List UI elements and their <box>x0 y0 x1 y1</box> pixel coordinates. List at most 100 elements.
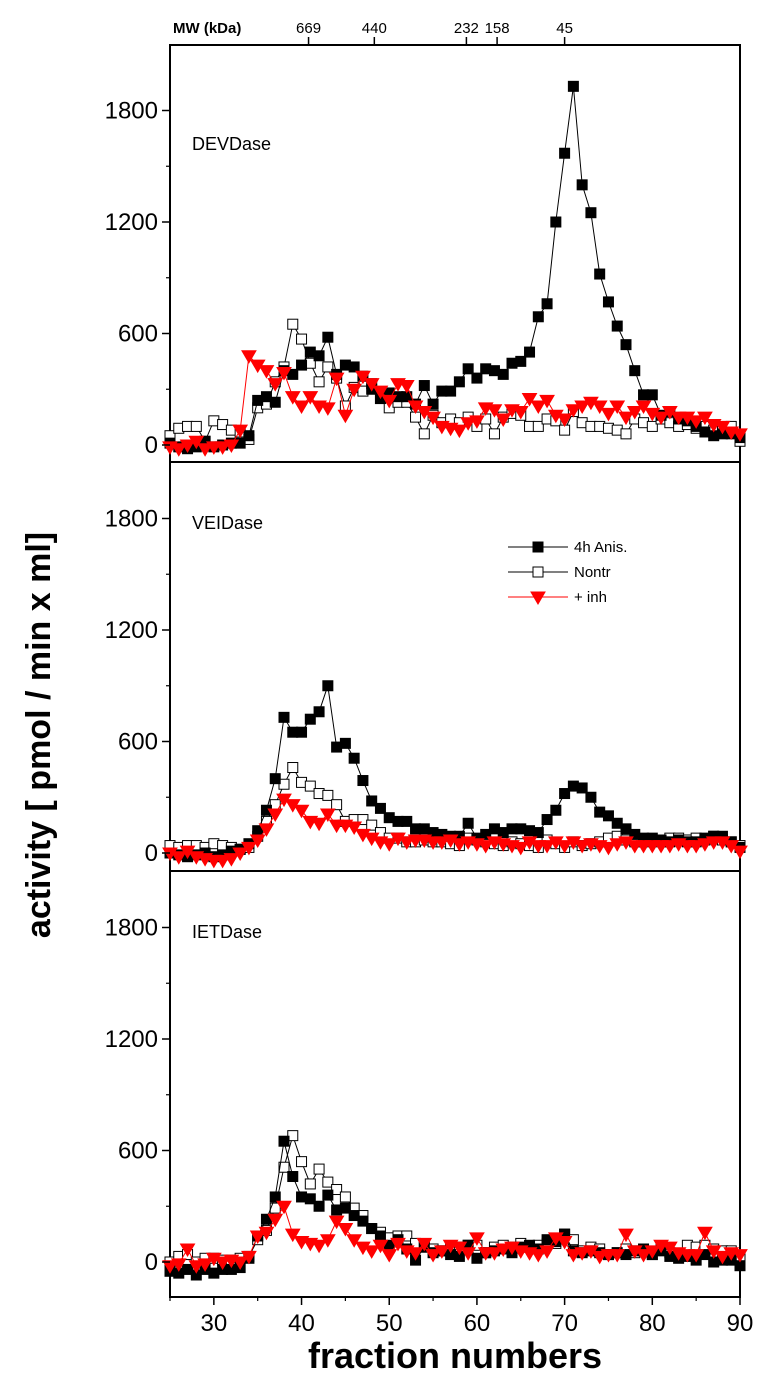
data-point-nontr <box>296 333 308 345</box>
data-point-anis <box>296 359 308 371</box>
data-point-inh <box>372 1239 389 1254</box>
mw-tick-label: 440 <box>362 20 387 37</box>
data-point-inh <box>609 838 626 852</box>
data-point-inh <box>293 400 310 414</box>
data-point-inh <box>591 400 608 414</box>
data-point-inh <box>512 406 529 420</box>
data-point-anis <box>629 365 641 377</box>
data-point-nontr <box>488 428 500 440</box>
panel-frames <box>169 44 741 1298</box>
data-point-inh <box>661 840 678 854</box>
data-point-inh <box>556 1236 573 1250</box>
data-point-inh <box>293 804 310 819</box>
panel-2-series <box>162 680 748 869</box>
legend-marker-inh <box>530 591 546 605</box>
data-point-anis <box>611 320 623 332</box>
data-point-inh <box>381 1249 398 1263</box>
panel-label: DEVDase <box>192 134 271 154</box>
data-point-inh <box>363 378 380 392</box>
data-point-inh <box>433 1245 450 1259</box>
data-point-nontr <box>287 762 299 774</box>
data-point-anis <box>445 385 457 397</box>
data-point-inh <box>609 400 626 414</box>
data-point-inh <box>574 1247 591 1261</box>
data-point-inh <box>372 385 389 400</box>
data-point-anis <box>646 389 658 401</box>
data-point-inh <box>626 406 643 420</box>
data-point-anis <box>366 795 378 807</box>
data-point-anis <box>541 814 553 826</box>
data-point-anis <box>374 802 386 814</box>
data-point-inh <box>635 1249 652 1263</box>
data-point-anis <box>471 372 483 384</box>
panel-frame-3 <box>169 870 741 1298</box>
data-point-inh <box>618 1228 634 1243</box>
x-tick-label: 30 <box>200 1310 227 1337</box>
data-point-nontr <box>322 789 334 801</box>
data-point-inh <box>381 838 398 852</box>
data-point-inh <box>688 840 705 854</box>
data-point-anis <box>620 823 632 835</box>
data-point-inh <box>363 1245 380 1259</box>
data-point-anis <box>269 396 281 408</box>
x-tick-label: 50 <box>376 1310 403 1337</box>
data-point-inh <box>179 1243 196 1257</box>
data-point-inh <box>197 1258 213 1272</box>
data-point-inh <box>267 808 284 822</box>
top-axis-title: MW (kDa) <box>173 20 241 37</box>
data-point-anis <box>567 80 579 92</box>
legend-label: Nontr <box>574 564 611 581</box>
data-point-inh <box>530 400 547 414</box>
data-point-anis <box>559 788 571 800</box>
data-point-inh <box>591 1250 608 1265</box>
data-point-anis <box>594 268 606 280</box>
data-point-anis <box>287 368 299 380</box>
data-point-nontr <box>646 420 658 432</box>
data-point-nontr <box>278 778 290 790</box>
data-point-anis <box>515 355 527 367</box>
legend: 4h Anis. Nontr + inh <box>508 539 627 606</box>
data-point-anis <box>243 430 255 442</box>
data-point-anis <box>585 791 597 803</box>
data-point-nontr <box>313 1163 325 1175</box>
data-point-anis <box>480 828 492 840</box>
data-point-inh <box>258 1226 275 1241</box>
data-point-inh <box>486 1247 503 1261</box>
data-point-inh <box>539 840 555 854</box>
data-point-inh <box>486 404 503 418</box>
data-point-nontr <box>322 1176 334 1188</box>
data-point-inh <box>398 380 415 394</box>
mw-tick-label: 669 <box>296 20 321 37</box>
data-point-nontr <box>296 1156 308 1168</box>
data-point-nontr <box>331 1184 343 1196</box>
y-tick-label: 600 <box>118 1138 158 1165</box>
data-point-inh <box>214 1256 231 1270</box>
y-tick-label: 1200 <box>105 1026 158 1053</box>
data-point-inh <box>697 838 713 852</box>
panel-3-series <box>162 1130 748 1281</box>
data-point-inh <box>328 372 345 387</box>
x-tick-label: 60 <box>464 1310 491 1337</box>
data-point-anis <box>182 1263 194 1275</box>
series-layer <box>162 80 748 1281</box>
data-point-anis <box>462 817 474 829</box>
legend-marker-nontr <box>532 566 544 578</box>
data-point-anis <box>532 827 544 839</box>
data-point-anis <box>313 706 325 718</box>
data-point-inh <box>311 817 327 832</box>
data-point-inh <box>495 413 512 427</box>
y-tick-label: 600 <box>118 729 158 756</box>
data-point-anis <box>418 380 430 392</box>
data-point-inh <box>346 821 363 835</box>
data-point-inh <box>539 394 555 409</box>
legend-label: + inh <box>574 589 607 606</box>
data-point-inh <box>267 1213 284 1228</box>
data-point-inh <box>337 409 354 424</box>
data-point-inh <box>556 413 573 427</box>
data-point-inh <box>214 441 231 455</box>
data-point-anis <box>339 737 351 749</box>
panel-label: IETDase <box>192 922 262 942</box>
data-point-inh <box>188 1260 205 1274</box>
panel-1-series <box>162 80 748 457</box>
data-point-inh <box>258 823 275 837</box>
